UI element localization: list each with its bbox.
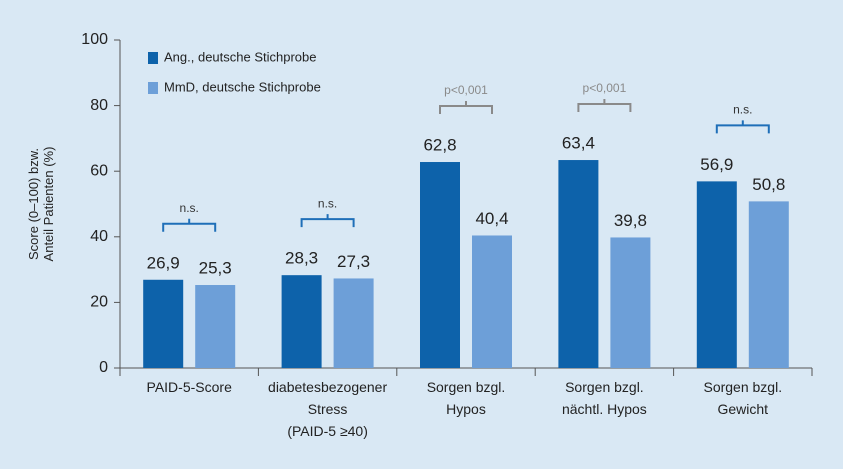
significance-label: n.s.	[318, 196, 337, 210]
y-tick-label: 0	[99, 359, 108, 376]
significance-label: n.s.	[180, 201, 199, 215]
x-tick-label: Sorgen bzgl. nächtl. Hypos	[562, 379, 647, 417]
y-tick-label: 80	[90, 97, 108, 114]
legend-label: MmD, deutsche Stichprobe	[164, 79, 321, 94]
y-tick-label: 40	[90, 228, 108, 245]
bar	[472, 235, 512, 368]
x-tick-label-line: Gewicht	[718, 401, 769, 417]
significance-bracket	[577, 99, 632, 113]
value-label: 40,4	[475, 209, 508, 228]
bar	[333, 278, 374, 368]
x-tick-label: Sorgen bzgl. Gewicht	[703, 379, 782, 417]
significance-label: p<0,001	[444, 83, 488, 97]
value-label: 50,8	[752, 175, 785, 194]
y-axis-label-line: Score (0–100) bzw.	[26, 148, 41, 260]
x-tick-label-line: Sorgen bzgl.	[565, 379, 644, 395]
y-tick-label: 100	[81, 31, 108, 48]
x-tick-label: Sorgen bzgl. Hypos	[427, 379, 506, 417]
bar	[558, 160, 599, 368]
legend-label: Ang., deutsche Stichprobe	[164, 49, 317, 64]
value-label: 62,8	[423, 136, 456, 155]
x-tick-label-line: (PAID-5 ≥40)	[287, 423, 368, 439]
bar	[195, 285, 236, 368]
value-label: 27,3	[337, 252, 370, 271]
y-axis-label: Score (0–100) bzw.Anteil Patienten (%)	[26, 147, 56, 262]
value-label: 26,9	[147, 253, 180, 272]
y-axis-label-line: Anteil Patienten (%)	[41, 147, 56, 262]
legend-swatch	[148, 82, 158, 94]
x-tick-label: PAID-5-Score	[147, 379, 233, 395]
x-tick-label-line: diabetesbezogener	[268, 379, 387, 395]
x-tick-label-line: Sorgen bzgl.	[427, 379, 506, 395]
value-label: 25,3	[199, 259, 232, 278]
legend-swatch	[148, 52, 158, 64]
bar	[143, 279, 184, 368]
significance-label: p<0,001	[583, 81, 627, 95]
significance-bracket	[300, 214, 355, 228]
bar	[748, 201, 789, 368]
x-tick-label-line: nächtl. Hypos	[562, 401, 647, 417]
y-tick-label: 60	[90, 162, 108, 179]
y-tick-label: 20	[90, 294, 108, 311]
value-label: 28,3	[285, 249, 318, 268]
bar	[420, 162, 460, 368]
significance-bracket	[162, 218, 217, 232]
bar	[610, 237, 651, 368]
x-tick-label-line: Stress	[308, 401, 348, 417]
value-label: 39,8	[614, 211, 647, 230]
value-label: 63,4	[562, 134, 595, 153]
bar	[696, 181, 737, 368]
significance-bracket	[439, 101, 493, 115]
value-label: 56,9	[700, 155, 733, 174]
x-tick-label-line: Sorgen bzgl.	[703, 379, 782, 395]
x-tick-label: diabetesbezogener Stress (PAID-5 ≥40)	[268, 379, 387, 439]
significance-label: n.s.	[733, 103, 752, 117]
x-tick-label-line: Hypos	[446, 401, 486, 417]
significance-bracket	[715, 120, 770, 134]
bar	[281, 275, 322, 368]
x-tick-label-line: PAID-5-Score	[147, 379, 233, 395]
